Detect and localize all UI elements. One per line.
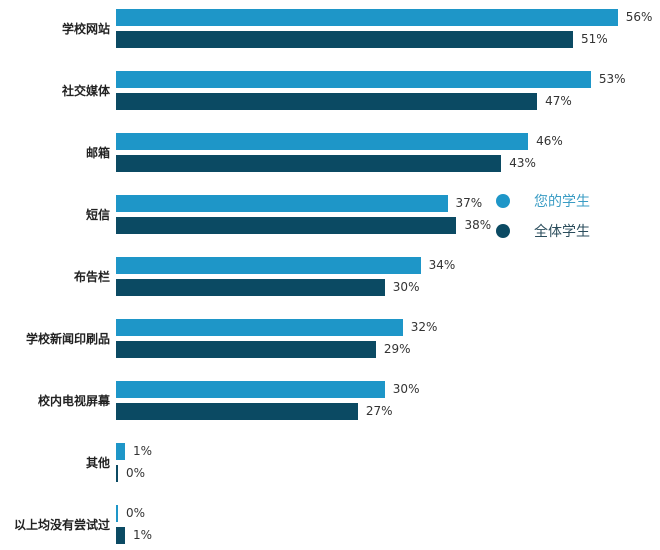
bar [116, 133, 529, 150]
value-label: 38% [464, 218, 492, 232]
category-group: 以上均没有尝试过 0% 1% [0, 505, 660, 549]
bar [116, 257, 421, 274]
value-label: 0% [126, 506, 146, 520]
bar [116, 465, 118, 482]
category-group: 社交媒体 53% 47% [0, 71, 660, 115]
category-label: 以上均没有尝试过 [13, 518, 110, 532]
value-label: 34% [428, 258, 456, 272]
legend-item-your-students: 您的学生 [496, 186, 590, 216]
value-label: 53% [598, 72, 626, 86]
category-label: 社交媒体 [61, 84, 110, 98]
bar [116, 279, 385, 296]
bar [116, 527, 125, 544]
category-label: 布告栏 [73, 270, 110, 284]
legend-label: 您的学生 [534, 194, 590, 210]
legend-item-all-students: 全体学生 [496, 216, 590, 246]
category-group: 其他 1% 0% [0, 443, 660, 487]
value-label: 46% [536, 134, 563, 148]
category-group: 布告栏 34% 30% [0, 257, 660, 301]
bar [116, 155, 502, 172]
category-label: 短信 [85, 208, 110, 222]
value-label: 30% [392, 382, 420, 396]
value-label: 47% [545, 94, 572, 108]
category-group: 短信 37% 38% [0, 195, 660, 239]
legend-label: 全体学生 [534, 224, 590, 240]
value-label: 29% [383, 342, 411, 356]
category-group: 学校新闻印刷品 32% 29% [0, 319, 660, 363]
category-group: 校内电视屏幕 30% 27% [0, 381, 660, 425]
category-label: 邮箱 [85, 146, 110, 160]
bar [116, 217, 457, 234]
value-label: 51% [580, 32, 608, 46]
bar [116, 381, 385, 398]
legend-dot-icon [496, 194, 510, 208]
category-group: 学校网站 56% 51% [0, 9, 660, 53]
bar [116, 319, 403, 336]
bar [116, 93, 538, 110]
value-label: 30% [392, 280, 420, 294]
legend-dot-icon [496, 224, 510, 238]
value-label: 32% [410, 320, 438, 334]
category-label: 校内电视屏幕 [37, 394, 110, 408]
value-label: 56% [625, 10, 653, 24]
value-label: 1% [133, 528, 153, 542]
category-group: 邮箱 46% 43% [0, 133, 660, 177]
value-label: 1% [133, 444, 153, 458]
bar [116, 31, 573, 48]
value-label: 43% [509, 156, 536, 170]
bar [116, 403, 358, 420]
category-label: 其他 [85, 456, 110, 470]
bar [116, 341, 376, 358]
bar [116, 505, 118, 522]
bar [116, 443, 125, 460]
value-label: 0% [126, 466, 146, 480]
bar [116, 71, 591, 88]
value-label: 27% [365, 404, 393, 418]
value-label: 37% [455, 196, 483, 210]
legend: 您的学生 全体学生 [496, 186, 590, 246]
category-label: 学校网站 [61, 22, 110, 36]
bar [116, 195, 448, 212]
category-label: 学校新闻印刷品 [25, 332, 110, 346]
bar [116, 9, 618, 26]
